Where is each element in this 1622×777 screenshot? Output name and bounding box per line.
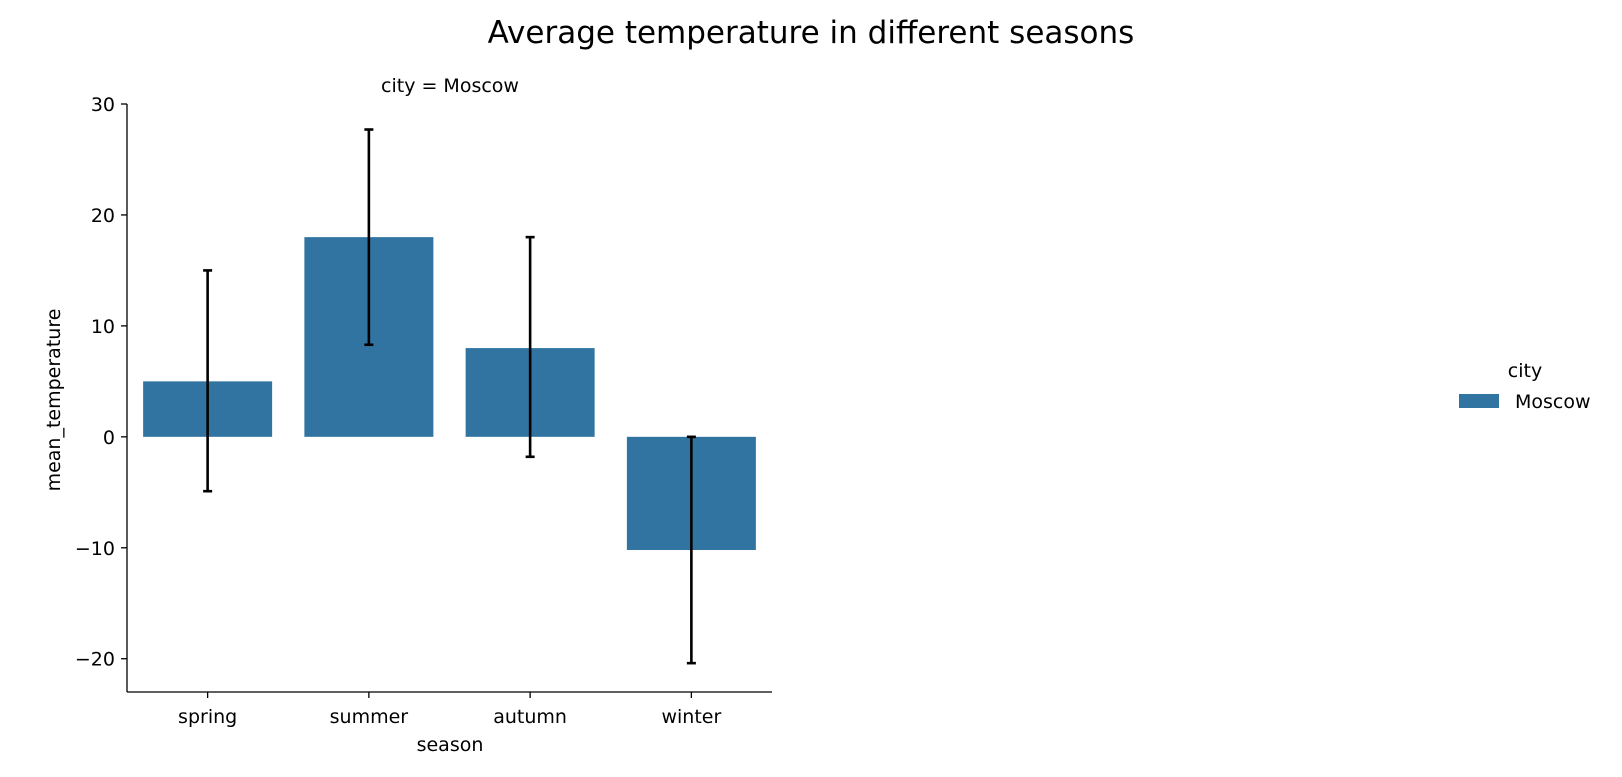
error-bar-spring — [203, 269, 213, 493]
legend: city Moscow — [1459, 360, 1591, 413]
bars-layer — [143, 237, 756, 550]
error-bars-layer — [203, 128, 696, 665]
y-tick-label: 30 — [91, 94, 115, 116]
chart-title: Average temperature in different seasons — [488, 15, 1135, 51]
legend-title: city — [1508, 360, 1542, 382]
y-tick-label: −10 — [75, 538, 115, 560]
facet-title: city = Moscow — [381, 75, 519, 97]
error-bar-summer — [364, 128, 374, 347]
y-axis-label: mean_temperature — [43, 309, 65, 492]
y-tick-label: 20 — [91, 205, 115, 227]
x-tick-label-autumn: autumn — [493, 706, 567, 728]
x-axis-label: season — [417, 734, 484, 756]
x-tick-label-winter: winter — [661, 706, 721, 728]
x-tick-label-spring: spring — [178, 706, 237, 728]
y-tick-label: −20 — [75, 649, 115, 671]
legend-label-moscow: Moscow — [1515, 391, 1591, 413]
error-bar-autumn — [525, 235, 535, 459]
error-bar-winter — [686, 435, 696, 665]
x-tick-label-summer: summer — [330, 706, 409, 728]
x-ticks: spring summer autumn winter — [178, 692, 721, 728]
y-tick-label: 0 — [103, 427, 115, 449]
legend-swatch-moscow — [1459, 394, 1499, 408]
y-tick-label: 10 — [91, 316, 115, 338]
y-ticks: −20 −10 0 10 20 30 — [75, 94, 127, 671]
